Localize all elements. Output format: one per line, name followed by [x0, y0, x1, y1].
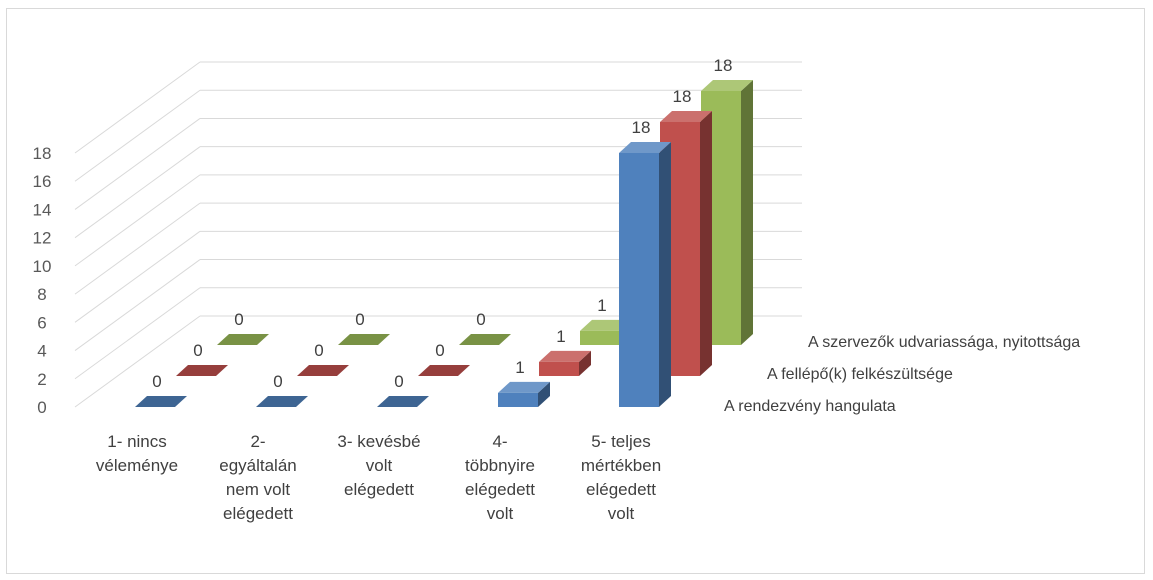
bar-top	[498, 381, 550, 393]
gridline-side	[74, 259, 201, 351]
category-label: 2- egyáltalán nem volt elégedett	[219, 432, 297, 523]
series-label: A fellépő(k) felkészültsége	[767, 366, 953, 383]
category-label-line: volt	[487, 504, 514, 523]
bar-top	[459, 334, 511, 345]
data-label: 18	[714, 56, 733, 75]
chart-frame	[6, 8, 1145, 574]
bar-side	[700, 111, 712, 376]
gridline-side	[74, 287, 201, 380]
data-label: 0	[476, 310, 485, 329]
category-label: 4- többnyire elégedett volt	[465, 432, 535, 523]
bar-top	[377, 396, 429, 407]
bar-top	[660, 111, 712, 122]
bar-top	[217, 334, 269, 345]
category-label-line: 2-	[250, 432, 265, 451]
gridline-side	[74, 202, 201, 295]
bar-top	[418, 365, 470, 376]
y-tick-label: 10	[33, 257, 52, 276]
y-tick-label: 0	[37, 398, 46, 417]
series-label: A rendezvény hangulata	[724, 398, 896, 415]
data-label: 0	[435, 341, 444, 360]
category-label: 3- kevésbé volt elégedett	[337, 432, 420, 499]
category-label-line: elégedett	[223, 504, 293, 523]
data-label: 0	[394, 372, 403, 391]
category-label-line: többnyire	[465, 456, 535, 475]
category-label-line: elégedett	[586, 480, 656, 499]
data-label: 0	[355, 310, 364, 329]
bar-top	[701, 80, 753, 91]
category-label-line: 1- nincs	[107, 432, 167, 451]
category-label-line: nem volt	[226, 480, 291, 499]
y-tick-label: 16	[33, 172, 52, 191]
data-label: 18	[673, 87, 692, 106]
data-label: 0	[273, 372, 282, 391]
gridline-side	[74, 118, 201, 210]
data-label: 0	[152, 372, 161, 391]
bar-front	[580, 330, 620, 345]
category-label: 1- nincs véleménye	[96, 432, 178, 475]
data-label: 1	[515, 358, 524, 377]
category-label-line: 5- teljes	[591, 432, 651, 451]
data-label: 0	[314, 341, 323, 360]
series-label: A szervezők udvariassága, nyitottsága	[808, 334, 1080, 351]
gridline-side	[74, 174, 201, 267]
y-tick-label: 14	[33, 200, 52, 219]
y-tick-label: 8	[37, 285, 46, 304]
y-tick-label: 4	[37, 342, 46, 361]
bar-front	[498, 392, 538, 407]
y-tick-label: 18	[33, 144, 52, 163]
bar-front	[539, 361, 579, 376]
bar-side	[659, 142, 671, 407]
gridline-side	[74, 61, 201, 154]
data-label: 18	[632, 118, 651, 137]
category-label-line: 4-	[492, 432, 507, 451]
gridline-side	[74, 315, 201, 408]
bar-side	[741, 80, 753, 345]
bar-top	[176, 365, 228, 376]
bar-front	[619, 153, 659, 407]
gridline-side	[74, 89, 201, 182]
gridline-side	[74, 146, 201, 239]
category-label-line: egyáltalán	[219, 456, 297, 475]
bar-top	[539, 350, 591, 362]
bar-side	[538, 381, 550, 407]
category-label-line: mértékben	[581, 456, 661, 475]
data-label: 1	[556, 327, 565, 346]
bar-top	[619, 142, 671, 153]
category-label-line: véleménye	[96, 456, 178, 475]
y-tick-label: 2	[37, 370, 46, 389]
category-label-line: elégedett	[465, 480, 535, 499]
category-label-line: elégedett	[344, 480, 414, 499]
category-label-line: volt	[366, 456, 393, 475]
bar-top	[338, 334, 390, 345]
bar-top	[297, 365, 349, 376]
bar-top	[135, 396, 187, 407]
category-label-line: 3- kevésbé	[337, 432, 420, 451]
y-tick-label: 12	[33, 229, 52, 248]
y-tick-label: 6	[37, 313, 46, 332]
gridline-side	[74, 230, 201, 323]
data-label: 0	[234, 310, 243, 329]
bar-side	[579, 350, 591, 376]
category-label-line: volt	[608, 504, 635, 523]
data-label: 1	[597, 296, 606, 315]
data-label: 0	[193, 341, 202, 360]
category-label: 5- teljes mértékben elégedett volt	[581, 432, 661, 523]
bar-top	[256, 396, 308, 407]
